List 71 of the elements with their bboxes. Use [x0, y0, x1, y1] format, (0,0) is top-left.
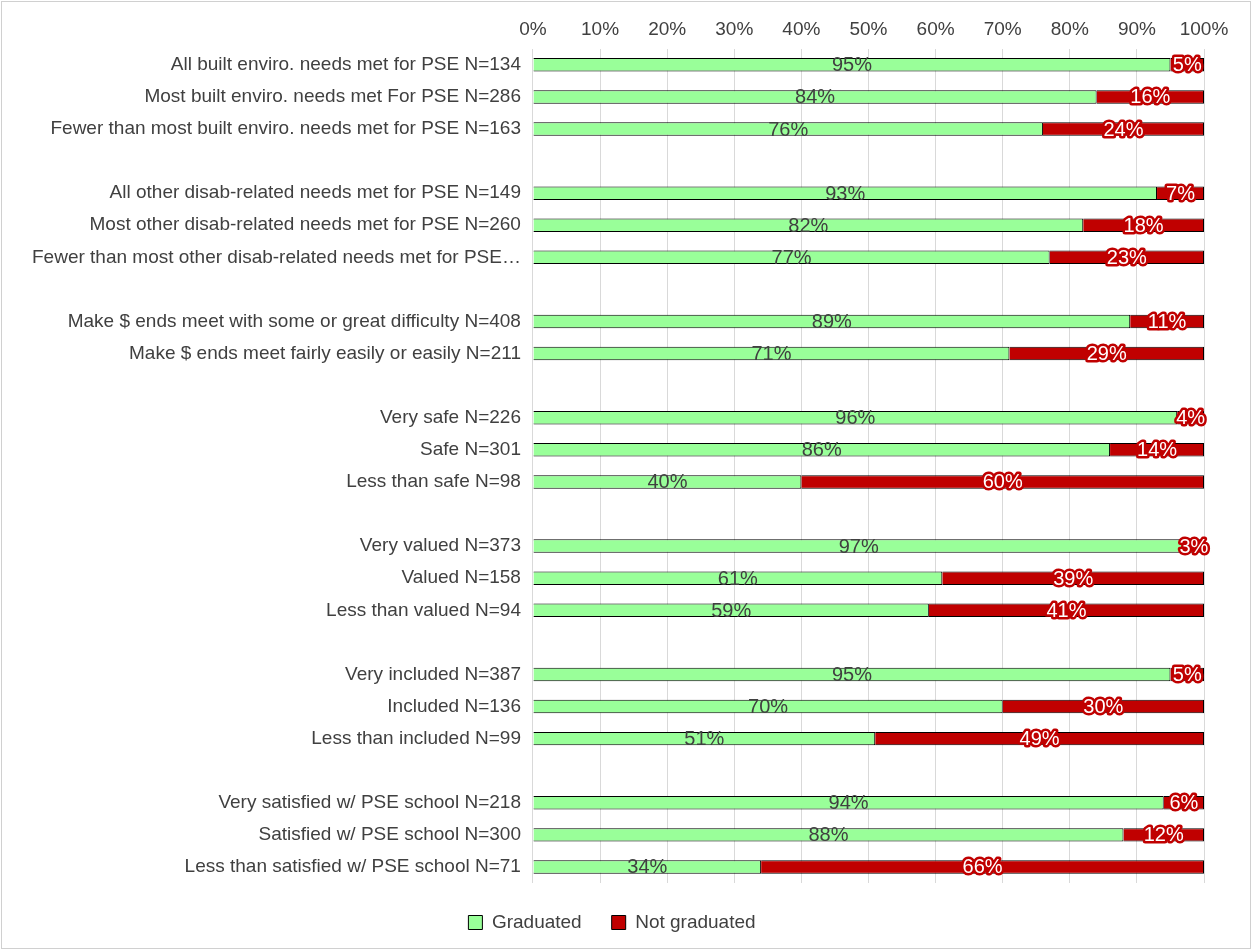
data-label: 59% [711, 598, 752, 621]
data-label: 29% [1086, 342, 1127, 365]
data-label: 40% [647, 470, 688, 493]
y-tick-label: Less than included N=99 [311, 726, 521, 748]
x-tick-label: 60% [916, 17, 955, 39]
x-tick-label: 0% [519, 17, 547, 39]
y-tick-label: Make $ ends meet fairly easily or easily N=211 [128, 341, 521, 363]
data-label: 14% [1137, 438, 1178, 461]
data-label: 23% [1106, 245, 1148, 268]
data-label: 88% [808, 823, 849, 846]
y-tick-label: Fewer than most built enviro. needs met for PSE N=163 [50, 117, 521, 139]
x-tick-label: 10% [581, 17, 620, 39]
data-label: 51% [684, 727, 725, 750]
data-label: 41% [1046, 598, 1087, 621]
x-tick-label: 70% [983, 17, 1022, 39]
legend-label: Graduated [491, 910, 582, 932]
data-label: 86% [801, 438, 842, 461]
data-label: 84% [795, 85, 836, 108]
data-label: 49% [1019, 727, 1060, 750]
data-label: 61% [717, 566, 759, 589]
data-label: 77% [771, 245, 812, 268]
data-label: 16% [1130, 85, 1171, 108]
data-label: 76% [768, 117, 809, 140]
data-label: 82% [788, 213, 829, 236]
data-label: 12% [1143, 823, 1184, 846]
data-label: 34% [627, 855, 668, 878]
y-tick-label: Fewer than most other disab-related needs met for PSE… [32, 245, 521, 267]
data-label: 18% [1123, 213, 1164, 236]
data-label: 96% [835, 406, 876, 429]
y-tick-label: Included N=136 [387, 694, 521, 716]
y-tick-label: Make $ ends meet with some or great difficulty N=408 [67, 309, 521, 331]
x-tick-label: 100% [1179, 17, 1229, 39]
y-tick-label: Very valued N=373 [359, 534, 521, 556]
x-tick-label: 20% [648, 17, 687, 39]
y-tick-label: Most other disab-related needs met for PSE N=260 [89, 213, 521, 235]
data-label: 60% [982, 470, 1023, 493]
y-tick-label: Very included N=387 [345, 662, 521, 684]
x-tick-label: 50% [849, 17, 888, 39]
data-label: 95% [831, 53, 873, 76]
legend-label: Not graduated [635, 910, 756, 932]
data-label: 94% [828, 791, 869, 814]
y-tick-label: Less than valued N=94 [326, 598, 522, 620]
y-tick-label: Safe N=301 [420, 438, 521, 460]
data-label: 66% [962, 855, 1003, 878]
y-tick-label: Less than safe N=98 [346, 470, 521, 492]
y-tick-label: Less than satisfied w/ PSE school N=71 [184, 855, 521, 877]
data-label: 5% [1172, 662, 1202, 685]
x-tick-label: 90% [1117, 17, 1157, 39]
data-label: 39% [1053, 566, 1094, 589]
y-tick-label: All other disab-related needs met for PSE N=149 [109, 181, 521, 203]
data-label: 97% [838, 534, 879, 557]
data-label: 93% [825, 181, 866, 204]
y-tick-label: Satisfied w/ PSE school N=300 [258, 823, 521, 845]
y-tick-label: Most built enviro. needs met For PSE N=286 [144, 85, 521, 107]
data-label: 70% [748, 695, 789, 718]
data-label: 5% [1172, 53, 1202, 76]
data-label: 11% [1147, 310, 1187, 333]
x-tick-label: 80% [1050, 17, 1089, 39]
y-tick-label: Valued N=158 [401, 566, 521, 588]
data-label: 89% [811, 310, 853, 333]
data-label: 95% [831, 662, 873, 685]
y-tick-label: All built enviro. needs met for PSE N=134 [170, 53, 522, 75]
x-tick-label: 30% [715, 17, 754, 39]
data-label: 30% [1083, 695, 1124, 718]
data-label: 6% [1169, 791, 1199, 814]
data-label: 24% [1103, 117, 1144, 140]
data-label: 7% [1166, 181, 1196, 204]
y-tick-label: Very satisfied w/ PSE school N=218 [218, 791, 521, 813]
x-tick-label: 40% [782, 17, 821, 39]
data-label: 71% [751, 342, 792, 365]
y-tick-label: Very safe N=226 [379, 406, 521, 428]
